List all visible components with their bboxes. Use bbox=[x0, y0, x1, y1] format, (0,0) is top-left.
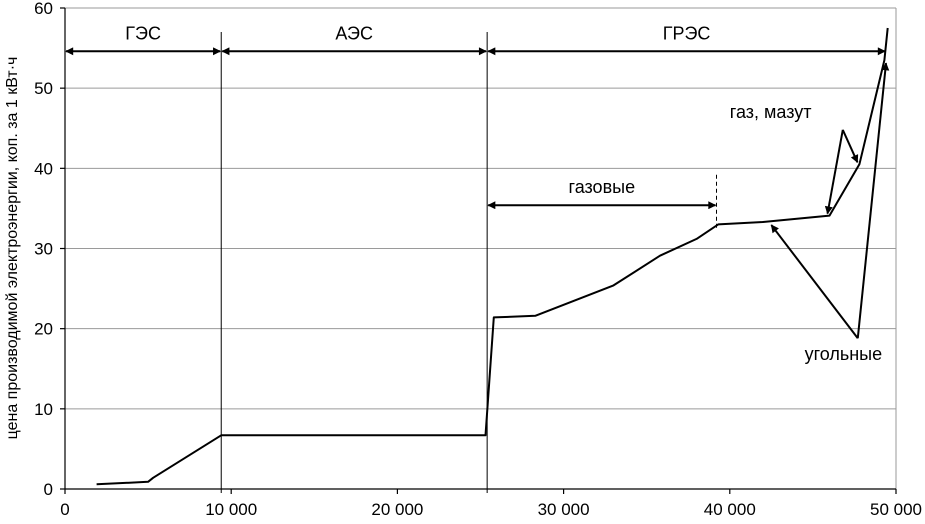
y-tick-label: 50 bbox=[34, 79, 53, 98]
zone-label: ГРЭС bbox=[663, 23, 711, 43]
gas-oil-label: газ, мазут bbox=[730, 102, 812, 122]
coal-label: угольные bbox=[805, 344, 883, 364]
y-tick-label: 40 bbox=[34, 159, 53, 178]
gas-oil-pointer bbox=[824, 129, 844, 215]
price-curve bbox=[96, 27, 889, 486]
annotations: газовые газ, мазут угольные bbox=[487, 62, 890, 364]
y-tick-label: 30 bbox=[34, 240, 53, 259]
gridlines bbox=[65, 7, 897, 489]
zone-label: АЭС bbox=[335, 23, 373, 43]
gas-label: газовые bbox=[569, 177, 636, 197]
gas-oil-pointer bbox=[841, 129, 859, 164]
x-tick-label: 50 000 bbox=[870, 500, 922, 519]
zone-separators bbox=[220, 32, 488, 494]
x-tick-label: 0 bbox=[60, 500, 69, 519]
y-axis-label: цена производимой электроэнергии, коп. з… bbox=[4, 57, 21, 440]
tick-labels: 0 10 20 30 40 50 60 0 10 000 20 000 30 000 40 000 50… bbox=[34, 0, 922, 519]
x-tick-label: 40 000 bbox=[704, 500, 756, 519]
zone-arrows: ГЭС АЭС ГРЭС bbox=[65, 23, 886, 56]
axes bbox=[60, 7, 897, 494]
y-tick-label: 60 bbox=[34, 0, 53, 18]
series bbox=[96, 27, 889, 486]
coal-pointer bbox=[770, 224, 859, 339]
x-tick-label: 30 000 bbox=[538, 500, 590, 519]
y-tick-label: 20 bbox=[34, 320, 53, 339]
y-tick-label: 10 bbox=[34, 400, 53, 419]
coal-pointer bbox=[856, 62, 890, 339]
x-tick-label: 10 000 bbox=[205, 500, 257, 519]
x-tick-label: 20 000 bbox=[371, 500, 423, 519]
zone-label: ГЭС bbox=[125, 23, 161, 43]
y-tick-label: 0 bbox=[44, 480, 53, 499]
